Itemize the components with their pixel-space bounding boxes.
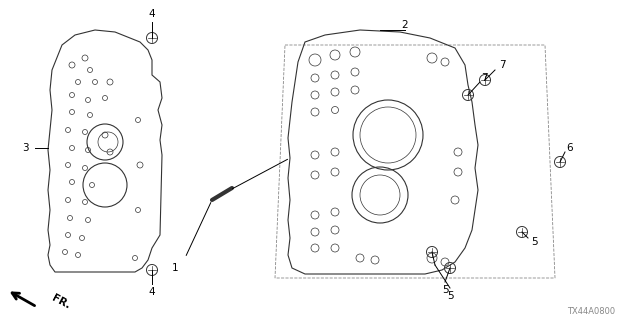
Text: 3: 3 — [22, 143, 28, 153]
Text: 5: 5 — [442, 285, 448, 295]
Text: FR.: FR. — [50, 293, 72, 311]
Text: TX44A0800: TX44A0800 — [567, 308, 615, 316]
Text: 4: 4 — [148, 287, 156, 297]
Text: 2: 2 — [402, 20, 408, 30]
Text: 7: 7 — [481, 73, 488, 83]
Text: 5: 5 — [532, 237, 538, 247]
Text: 5: 5 — [447, 291, 453, 301]
Text: 7: 7 — [499, 60, 506, 70]
Text: 6: 6 — [566, 143, 573, 153]
Text: 1: 1 — [172, 263, 179, 273]
Text: 4: 4 — [148, 9, 156, 19]
